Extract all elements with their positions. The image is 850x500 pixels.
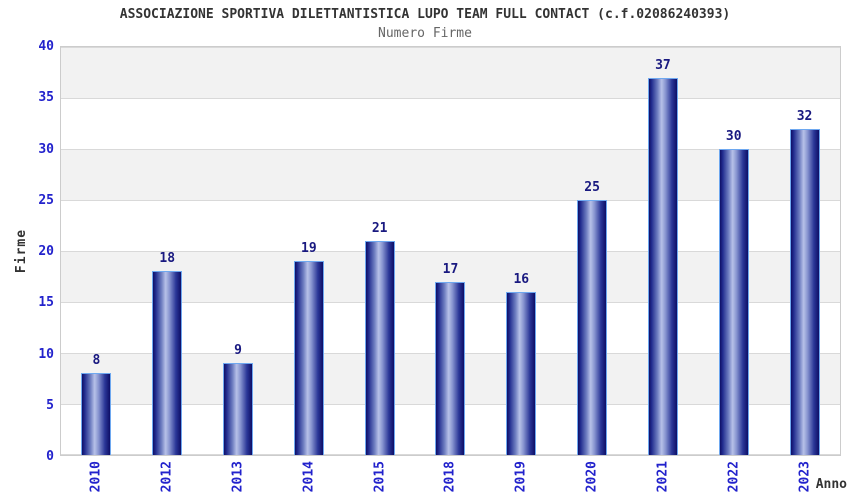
- bar-value-label: 37: [655, 57, 671, 73]
- bar: [223, 363, 254, 455]
- y-tick-label: 25: [38, 192, 54, 208]
- x-tick-label: 2014: [301, 461, 317, 493]
- x-tick-label: 2023: [797, 461, 813, 493]
- gridline: [61, 149, 840, 150]
- bar: [81, 373, 112, 455]
- chart-title: ASSOCIAZIONE SPORTIVA DILETTANTISTICA LU…: [119, 7, 731, 22]
- bar-value-label: 19: [301, 241, 317, 257]
- plot-band: [61, 98, 840, 149]
- bar-slot: 19 2014: [273, 47, 344, 492]
- bar: [789, 128, 820, 455]
- bar-value-label: 21: [371, 220, 388, 236]
- x-tick-label: 2022: [726, 461, 742, 493]
- gridline: [61, 98, 840, 99]
- plot-band: [61, 149, 840, 200]
- bar: [152, 271, 183, 455]
- gridline: [61, 251, 840, 252]
- plot-band: [61, 200, 840, 251]
- bar-slot: 21 2015: [344, 47, 415, 492]
- x-tick-label: 2021: [655, 461, 671, 493]
- y-tick-label: 35: [38, 90, 54, 106]
- bar-slot: 18 2012: [132, 47, 203, 492]
- y-tick-label: 0: [46, 449, 54, 464]
- bar-slot: 32 2023: [769, 47, 840, 492]
- bar-value-label: 17: [442, 261, 459, 277]
- x-tick-label: 2015: [372, 461, 388, 493]
- bar-slot: 37 2021: [628, 47, 699, 492]
- bar-slot: 17 2018: [415, 47, 486, 492]
- bar-slot: 30 2022: [698, 47, 769, 492]
- bar-slot: 16 2019: [486, 47, 557, 492]
- bar-slot: 25 2020: [557, 47, 628, 492]
- gridline: [61, 47, 840, 48]
- x-tick-label: 2013: [230, 461, 246, 493]
- bar-value-label: 8: [92, 353, 101, 369]
- bar: [364, 240, 395, 455]
- gridline: [61, 200, 840, 201]
- bar-value-label: 9: [234, 343, 242, 359]
- y-tick-label: 5: [46, 397, 54, 413]
- bar-value-label: 32: [796, 108, 813, 124]
- x-axis-title: Anno: [815, 477, 847, 492]
- y-tick-label: 20: [38, 244, 54, 259]
- bar-value-label: 30: [725, 129, 742, 144]
- x-tick-label: 2018: [442, 461, 458, 493]
- y-tick-label: 30: [38, 141, 54, 157]
- bar: [718, 149, 749, 455]
- bar-value-label: 25: [584, 180, 600, 195]
- plot-band: [61, 47, 840, 98]
- bar: [647, 77, 678, 455]
- y-tick-label: 15: [38, 295, 54, 311]
- plot-area: 8 2010 18 2012 9 2013 19 2014 21 2015 17 2018 16 2019…: [60, 46, 841, 492]
- chart-subtitle: Numero Firme: [378, 26, 472, 41]
- y-tick-label: 40: [38, 39, 54, 54]
- bar: [506, 291, 537, 455]
- bar-value-label: 16: [513, 271, 530, 287]
- bar-slot: 9 2013: [203, 47, 274, 492]
- bar-slot: 8 2010: [61, 47, 132, 492]
- y-tick-label: 10: [38, 346, 54, 362]
- bar: [577, 200, 608, 455]
- x-tick-label: 2012: [159, 461, 175, 493]
- bar-value-label: 18: [159, 251, 176, 267]
- bar: [293, 261, 324, 455]
- bars-row: 8 2010 18 2012 9 2013 19 2014 21 2015 17 2018 16 2019…: [61, 47, 840, 492]
- x-tick-label: 2019: [513, 461, 529, 493]
- x-tick-label: 2020: [584, 461, 600, 493]
- x-tick-label: 2010: [88, 461, 104, 493]
- bar: [435, 281, 466, 455]
